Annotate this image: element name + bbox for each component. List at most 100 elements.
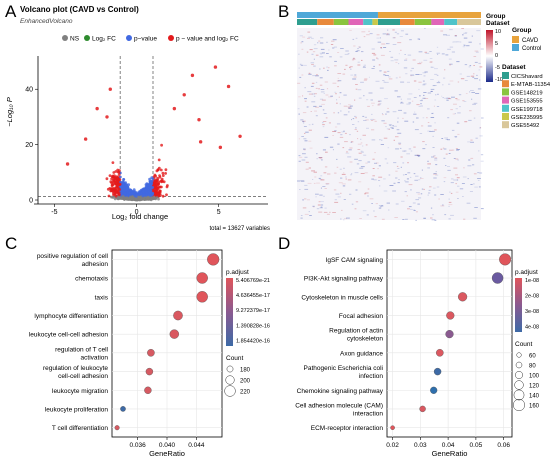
heatmap-cell: [478, 62, 481, 64]
heatmap-cell: [470, 75, 475, 77]
heatmap-cell: [427, 125, 432, 127]
term-label: PI3K-Akt signaling pathway: [304, 276, 384, 283]
heatmap-cell: [315, 81, 318, 83]
heatmap-cell: [352, 118, 355, 120]
heatmap-cell: [380, 47, 382, 49]
heatmap-cell: [389, 51, 391, 52]
heatmap-cell: [390, 126, 394, 128]
heatmap-cell: [318, 211, 323, 213]
heatmap-cell: [303, 126, 307, 127]
heatmap-cell: [343, 105, 348, 107]
heatmap-cell: [373, 119, 376, 121]
heatmap-cell: [404, 218, 408, 220]
heatmap-cell: [452, 149, 455, 151]
heatmap-cell: [355, 117, 357, 119]
heatmap-cell: [399, 76, 401, 78]
heatmap-cell: [327, 173, 331, 175]
heatmap-cell: [400, 166, 402, 168]
term-label: leukocyte migration: [52, 388, 108, 395]
heatmap-cell: [418, 197, 422, 199]
heatmap-cell: [340, 177, 343, 179]
heatmap-cell: [328, 67, 330, 69]
heatmap-cell: [449, 98, 452, 100]
heatmap-cell: [335, 93, 337, 95]
heatmap-cell: [321, 103, 325, 105]
heatmap-cell: [313, 171, 317, 173]
heatmap-cell: [432, 135, 434, 137]
heatmap-cell: [352, 58, 355, 60]
volcano-point: [128, 191, 132, 195]
heatmap-cell: [454, 136, 458, 138]
heatmap-cell: [325, 151, 328, 153]
heatmap-cell: [381, 139, 383, 141]
heatmap-cell: [332, 149, 334, 151]
volcano-point: [65, 162, 70, 166]
plot-frame: [386, 249, 513, 438]
heatmap-cell: [423, 92, 427, 93]
heatmap-cell: [319, 42, 324, 44]
heatmap-cell: [378, 100, 382, 102]
term-dot: [458, 292, 468, 302]
heatmap-legend-dataset-label: GSE153555: [511, 99, 543, 105]
heatmap-cell: [399, 36, 403, 37]
heatmap-cell: [409, 176, 412, 178]
heatmap-cell: [430, 217, 433, 219]
heatmap-legend-dataset-label: E-MTAB-11354: [511, 82, 550, 88]
x-tick-label: 0.03: [414, 442, 427, 449]
heatmap-cell: [388, 124, 393, 126]
term-dot: [207, 253, 220, 266]
heatmap-cell: [337, 73, 342, 74]
heatmap-cell: [469, 191, 473, 192]
kegg-legend: p.adjust 1e-08 2e-08 3e-08 4e-08 Count 60 80 100…: [512, 269, 540, 412]
heatmap-cell: [344, 218, 347, 220]
heatmap-cell: [332, 131, 336, 132]
volcano-point: [105, 115, 109, 119]
heatmap-cell: [340, 218, 342, 220]
heatmap-cell: [319, 84, 323, 86]
heatmap-cell: [404, 59, 408, 61]
heatmap-cell: [424, 98, 429, 99]
heatmap-color-scale: [486, 30, 493, 82]
heatmap-cell: [313, 44, 317, 46]
heatmap-cell: [359, 218, 362, 219]
heatmap-cell: [345, 176, 347, 178]
volcano-point: [157, 182, 161, 186]
heatmap-cell: [472, 164, 475, 166]
heatmap-cell: [451, 96, 455, 98]
volcano-title: Volcano plot (CAVD vs Control): [20, 5, 139, 14]
heatmap-dataset-strip-segment: [431, 19, 445, 25]
heatmap-cell: [474, 61, 478, 63]
volcano-point: [134, 195, 138, 198]
heatmap-cell: [434, 157, 438, 159]
term-dot: [196, 272, 208, 284]
heatmap-cell: [456, 122, 460, 124]
heatmap-cell: [361, 151, 364, 153]
heatmap-cell: [417, 154, 421, 156]
heatmap-dataset-strip-segment: [317, 19, 334, 25]
heatmap-cell: [383, 71, 387, 73]
heatmap-cell: [407, 172, 411, 174]
heatmap-cell: [436, 186, 440, 188]
volcano-point: [119, 196, 123, 200]
heatmap-cell: [299, 35, 303, 37]
heatmap-cell: [477, 172, 480, 174]
volcano-point: [131, 197, 135, 200]
heatmap-cell: [456, 41, 460, 43]
heatmap-cell: [454, 35, 457, 36]
volcano-point: [135, 197, 138, 201]
heatmap-dataset-strip-segment: [457, 19, 481, 25]
heatmap-cell: [339, 136, 344, 138]
heatmap-cell: [434, 73, 438, 75]
heatmap-cell: [421, 99, 423, 101]
heatmap-cell: [457, 185, 460, 187]
legend-size-tick: 80: [529, 364, 536, 370]
heatmap-cell: [319, 207, 323, 209]
heatmap-cell: [445, 138, 448, 140]
legend-size-tick: 200: [240, 379, 251, 385]
heatmap-cell: [421, 169, 423, 171]
heatmap-cell: [303, 148, 306, 150]
heatmap-cell: [473, 173, 477, 175]
heatmap-cell: [363, 154, 367, 156]
heatmap-cell: [383, 122, 387, 124]
heatmap-cell: [303, 64, 307, 66]
